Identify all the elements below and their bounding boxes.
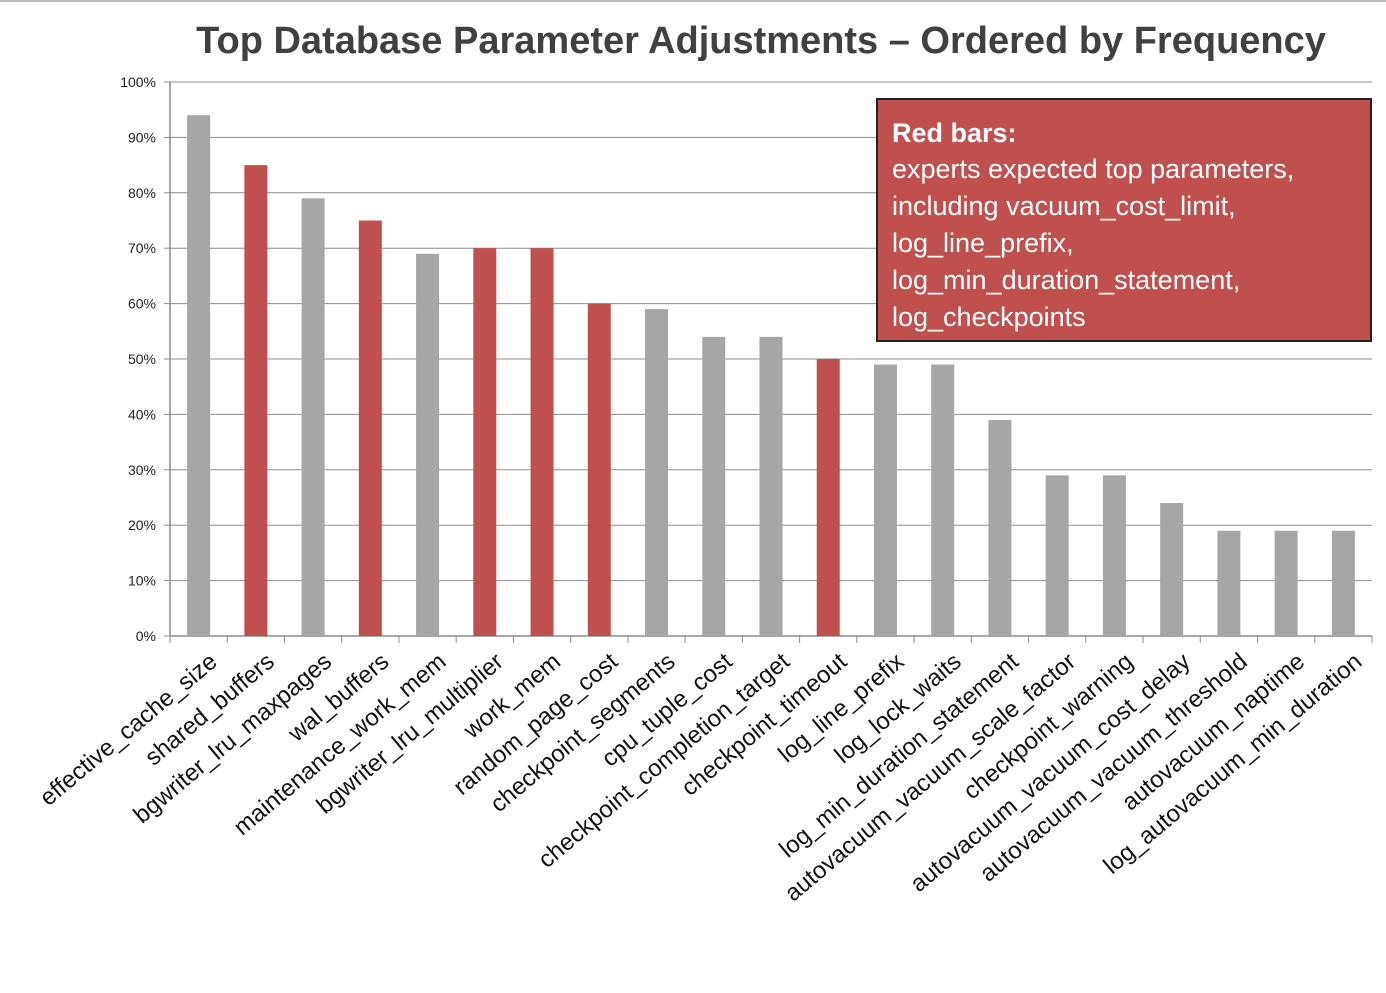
bar: [1160, 503, 1184, 636]
bar: [702, 336, 726, 636]
annotation-line: log_line_prefix,: [892, 228, 1074, 258]
bar-highlighted: [244, 165, 268, 636]
chart-title: Top Database Parameter Adjustments – Ord…: [196, 20, 1326, 62]
y-tick-label: 0%: [136, 628, 156, 644]
annotation-box: Red bars: experts expected top parameter…: [876, 98, 1372, 342]
bar: [1331, 530, 1355, 636]
bar: [645, 309, 669, 636]
bar: [759, 336, 783, 636]
y-tick-label: 50%: [128, 351, 156, 367]
bar: [187, 115, 211, 637]
y-tick-label: 80%: [128, 185, 156, 201]
y-tick-label: 10%: [128, 573, 156, 589]
y-tick-label: 100%: [120, 74, 156, 90]
annotation-line: log_min_duration_statement,: [892, 265, 1241, 295]
annotation-line: log_checkpoints: [892, 302, 1086, 332]
annotation-line: experts expected top parameters,: [892, 154, 1295, 184]
bar: [1217, 530, 1241, 636]
y-tick-label: 60%: [128, 296, 156, 312]
y-tick-label: 20%: [128, 517, 156, 533]
y-tick-label: 90%: [128, 129, 156, 145]
bar: [1274, 530, 1298, 636]
bar: [931, 364, 955, 636]
bar: [1102, 475, 1126, 636]
top-divider: [0, 0, 1386, 2]
annotation-line: including vacuum_cost_limit,: [892, 191, 1236, 221]
y-tick-label: 30%: [128, 462, 156, 478]
bar-highlighted: [473, 248, 497, 636]
y-tick-label: 70%: [128, 240, 156, 256]
bar: [416, 253, 440, 637]
bar: [873, 364, 897, 636]
bar-highlighted: [358, 220, 382, 636]
bar: [301, 198, 325, 636]
bar: [988, 419, 1012, 636]
bar: [1045, 475, 1069, 636]
annotation-title: Red bars:: [892, 118, 1017, 148]
y-tick-label: 40%: [128, 406, 156, 422]
bar-highlighted: [587, 303, 611, 636]
bar-highlighted: [816, 359, 840, 636]
bar-highlighted: [530, 248, 554, 636]
